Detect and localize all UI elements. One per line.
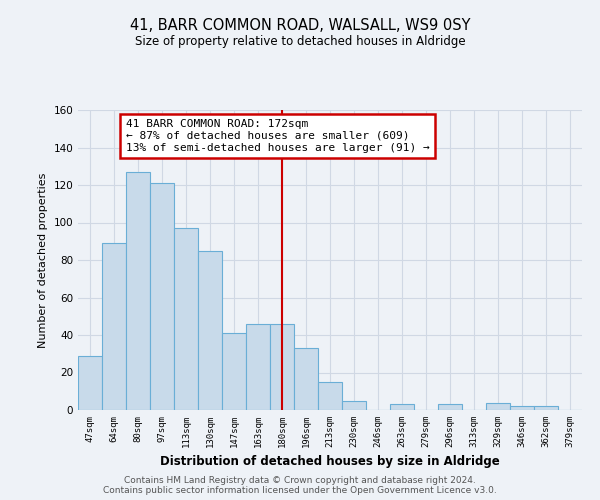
Bar <box>246 324 270 410</box>
Bar <box>222 333 246 410</box>
Bar <box>150 183 174 410</box>
Text: 41 BARR COMMON ROAD: 172sqm
← 87% of detached houses are smaller (609)
13% of se: 41 BARR COMMON ROAD: 172sqm ← 87% of det… <box>126 120 430 152</box>
Bar <box>270 324 294 410</box>
Bar <box>486 402 510 410</box>
Bar <box>174 228 198 410</box>
Text: Contains HM Land Registry data © Crown copyright and database right 2024.: Contains HM Land Registry data © Crown c… <box>124 476 476 485</box>
Text: Contains public sector information licensed under the Open Government Licence v3: Contains public sector information licen… <box>103 486 497 495</box>
Bar <box>510 406 534 410</box>
Bar <box>318 382 342 410</box>
Bar <box>390 404 414 410</box>
Bar <box>78 356 102 410</box>
Bar <box>342 400 366 410</box>
Bar <box>534 406 558 410</box>
Y-axis label: Number of detached properties: Number of detached properties <box>38 172 48 348</box>
X-axis label: Distribution of detached houses by size in Aldridge: Distribution of detached houses by size … <box>160 456 500 468</box>
Bar <box>102 243 126 410</box>
Text: Size of property relative to detached houses in Aldridge: Size of property relative to detached ho… <box>134 35 466 48</box>
Bar <box>198 250 222 410</box>
Bar <box>294 348 318 410</box>
Bar <box>126 172 150 410</box>
Bar <box>438 404 462 410</box>
Text: 41, BARR COMMON ROAD, WALSALL, WS9 0SY: 41, BARR COMMON ROAD, WALSALL, WS9 0SY <box>130 18 470 32</box>
